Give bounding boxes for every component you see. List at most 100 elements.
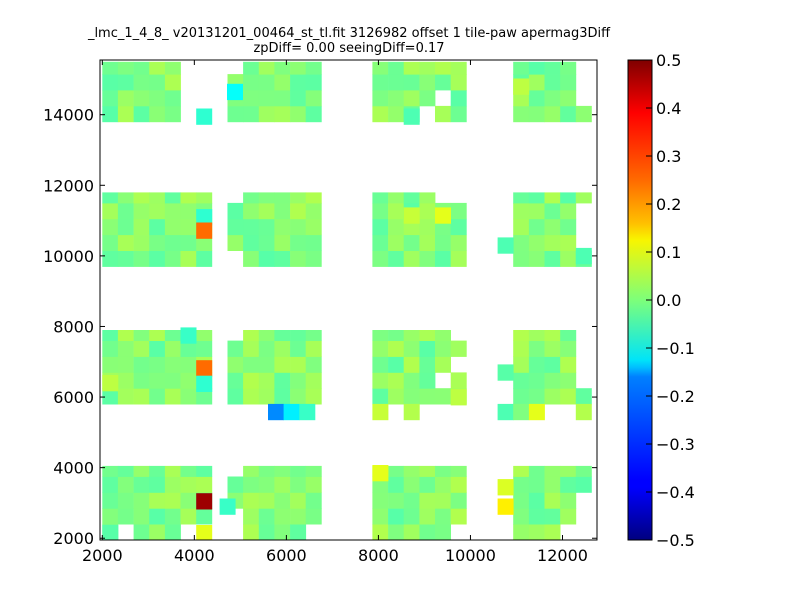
- heatmap-cell: [450, 105, 467, 123]
- heatmap-cell: [544, 524, 561, 540]
- heatmap-cell: [305, 105, 322, 123]
- heatmap-cell: [513, 218, 530, 236]
- heatmap-cell: [372, 234, 389, 251]
- heatmap-cell: [258, 356, 275, 373]
- heatmap-cell: [196, 465, 213, 477]
- heatmap-cell: [435, 61, 451, 75]
- heatmap-cell: [305, 234, 322, 251]
- heatmap-cell: [435, 74, 451, 91]
- heatmap-cell: [149, 508, 166, 525]
- heatmap-cell: [149, 218, 166, 236]
- heatmap-cell: [403, 524, 420, 540]
- heatmap-cell: [372, 372, 389, 389]
- colorbar-tick-label: 0.5: [656, 51, 681, 70]
- heatmap-cell: [274, 250, 291, 267]
- heatmap-cell: [419, 74, 436, 91]
- heatmap-cell: [560, 250, 577, 267]
- heatmap-cell: [403, 372, 420, 389]
- heatmap-cell: [544, 90, 561, 107]
- heatmap-cell: [149, 524, 166, 540]
- heatmap-cell: [164, 330, 181, 341]
- heatmap-cell: [560, 218, 577, 236]
- heatmap-cell: [560, 492, 577, 509]
- heatmap-cell: [117, 234, 134, 251]
- heatmap-cell: [560, 388, 577, 405]
- heatmap-cell: [435, 508, 451, 525]
- heatmap-cell: [243, 192, 260, 204]
- heatmap-cell: [575, 476, 592, 493]
- heatmap-cell: [133, 330, 150, 341]
- y-tick-label: 10000: [43, 247, 94, 266]
- heatmap-cell: [258, 192, 275, 204]
- heatmap-cell: [305, 192, 322, 204]
- heatmap-cell: [180, 356, 197, 373]
- heatmap-cell: [513, 356, 530, 373]
- heatmap-cell: [528, 202, 545, 220]
- heatmap-cell: [403, 356, 420, 373]
- heatmap-cell: [450, 492, 467, 509]
- heatmap-cell: [419, 476, 436, 493]
- heatmap-cell: [164, 524, 181, 540]
- heatmap-cell: [419, 524, 436, 540]
- heatmap-cell-highlight: [372, 465, 389, 482]
- colorbar-tick-label: 0.4: [656, 99, 681, 118]
- heatmap-cell: [117, 218, 134, 236]
- heatmap-cell: [544, 74, 561, 91]
- heatmap-cell: [102, 250, 119, 267]
- heatmap-cell: [180, 372, 197, 389]
- heatmap-cell: [403, 250, 420, 267]
- heatmap-cell: [227, 356, 244, 373]
- heatmap-cell: [149, 476, 166, 493]
- heatmap-cell: [274, 476, 291, 493]
- heatmap-cell: [227, 340, 244, 357]
- colorbar-tick-label: 0.2: [656, 195, 681, 214]
- y-tick-label: 14000: [43, 106, 94, 125]
- heatmap-cell: [180, 388, 197, 405]
- plot-frame: [99, 59, 598, 541]
- heatmap-cell: [117, 508, 134, 525]
- heatmap-cell-highlight: [196, 360, 213, 377]
- heatmap-cell: [258, 202, 275, 220]
- heatmap-cell: [513, 234, 530, 251]
- heatmap-cell: [133, 192, 150, 204]
- heatmap-cell: [196, 250, 213, 267]
- heatmap-cell: [528, 90, 545, 107]
- heatmap-cell: [528, 105, 545, 123]
- heatmap-cell-highlight: [196, 108, 213, 125]
- heatmap-cell: [227, 476, 244, 493]
- heatmap-cell: [180, 492, 197, 509]
- heatmap-cell: [258, 74, 275, 91]
- heatmap-cell: [560, 74, 577, 91]
- colorbar-tick-label: −0.4: [656, 483, 695, 502]
- heatmap-cell: [290, 192, 307, 204]
- heatmap-cell: [513, 250, 530, 267]
- heatmap-cell: [133, 250, 150, 267]
- heatmap-cell-highlight: [497, 498, 514, 515]
- heatmap-cell: [528, 476, 545, 493]
- heatmap-cell: [180, 218, 197, 236]
- heatmap-cell: [196, 330, 213, 341]
- heatmap-cell: [102, 330, 119, 341]
- heatmap-cell: [164, 90, 181, 107]
- colorbar-tick-label: −0.2: [656, 387, 695, 406]
- heatmap-cell: [528, 508, 545, 525]
- heatmap-cell: [560, 192, 577, 204]
- heatmap-cell: [290, 105, 307, 123]
- x-tick-label: 8000: [358, 546, 399, 565]
- heatmap-cell: [305, 388, 322, 405]
- heatmap-cell: [149, 192, 166, 204]
- heatmap-cell: [133, 340, 150, 357]
- heatmap-cell: [258, 524, 275, 540]
- heatmap-cell: [419, 202, 436, 220]
- heatmap-cell: [117, 340, 134, 357]
- heatmap-cell: [528, 250, 545, 267]
- heatmap-cell: [274, 508, 291, 525]
- heatmap-cell: [290, 356, 307, 373]
- heatmap-cell: [102, 476, 119, 493]
- heatmap-cell: [164, 105, 181, 123]
- heatmap-cell: [243, 524, 260, 540]
- heatmap-cell-highlight: [196, 525, 213, 540]
- heatmap-cell-highlight: [299, 403, 316, 421]
- heatmap-cell: [117, 492, 134, 509]
- heatmap-cell: [180, 202, 197, 220]
